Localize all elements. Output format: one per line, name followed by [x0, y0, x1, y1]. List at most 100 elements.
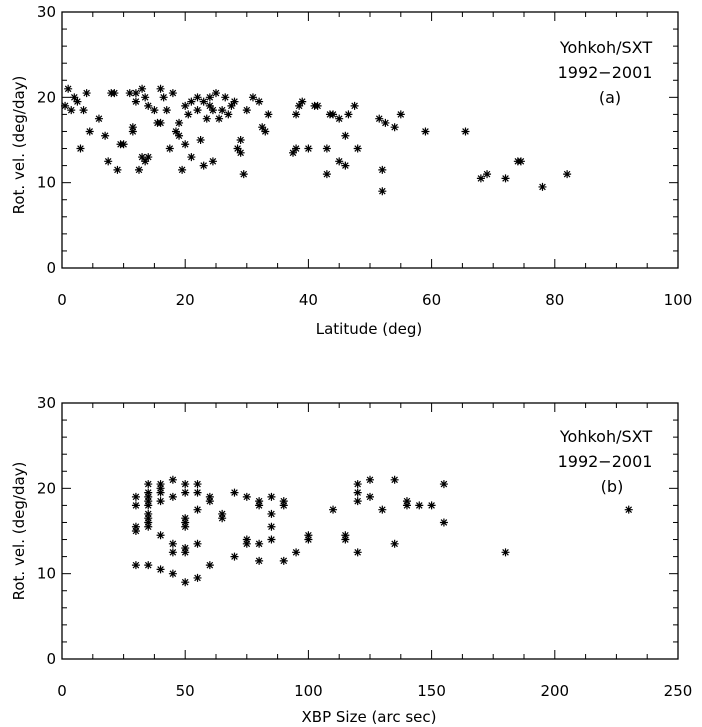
- data-point: [624, 505, 633, 514]
- data-point: [538, 182, 547, 191]
- data-point: [181, 578, 190, 587]
- data-point: [230, 552, 239, 561]
- data-point: [168, 569, 177, 578]
- data-point: [181, 101, 190, 110]
- data-point: [181, 518, 190, 527]
- panel-b-annotation-1: Yohkoh/SXT: [559, 427, 652, 446]
- data-point: [239, 170, 248, 179]
- y-tick-label: 30: [37, 394, 56, 412]
- panel-b-annotation-2: 1992−2001: [558, 452, 653, 471]
- data-point: [501, 548, 510, 557]
- y-tick-label: 0: [46, 259, 56, 277]
- data-point: [421, 127, 430, 136]
- data-point: [156, 480, 165, 489]
- data-point: [378, 187, 387, 196]
- data-point: [267, 492, 276, 501]
- data-point: [193, 573, 202, 582]
- data-point: [255, 97, 264, 106]
- x-tick-label: 150: [417, 682, 446, 700]
- data-point: [187, 97, 196, 106]
- data-point: [224, 110, 233, 119]
- data-point: [205, 561, 214, 570]
- data-point: [353, 497, 362, 506]
- data-point: [85, 127, 94, 136]
- data-point: [264, 110, 273, 119]
- data-point: [144, 561, 153, 570]
- data-point: [171, 127, 180, 136]
- x-tick-label: 40: [299, 291, 318, 309]
- data-point: [439, 480, 448, 489]
- data-point: [76, 144, 85, 153]
- panel-b: Rot. vel. (deg/day) XBP Size (arc sec) Y…: [10, 394, 692, 726]
- data-point: [82, 89, 91, 98]
- panel-b-annotation-3: (b): [601, 477, 624, 496]
- x-tick-label: 100: [664, 291, 693, 309]
- data-point: [402, 501, 411, 510]
- data-point: [350, 101, 359, 110]
- data-point: [335, 114, 344, 123]
- data-point: [181, 514, 190, 523]
- data-point: [144, 153, 153, 162]
- data-point: [135, 165, 143, 174]
- panel-a-annotation-1: Yohkoh/SXT: [559, 38, 652, 57]
- data-point: [208, 157, 217, 166]
- data-point: [261, 127, 270, 136]
- data-point: [138, 84, 147, 93]
- data-point: [375, 114, 384, 123]
- data-point: [159, 93, 168, 102]
- data-point: [168, 539, 177, 548]
- data-point: [267, 509, 276, 518]
- data-point: [242, 492, 251, 501]
- data-point: [128, 123, 137, 132]
- data-point: [236, 148, 245, 157]
- data-point: [242, 535, 251, 544]
- data-point: [396, 110, 405, 119]
- data-point: [248, 93, 257, 102]
- data-point: [196, 136, 205, 144]
- data-point: [353, 480, 362, 489]
- data-point: [335, 157, 344, 166]
- data-point: [125, 89, 134, 98]
- data-point: [295, 101, 304, 110]
- data-point: [366, 492, 374, 501]
- data-point: [353, 548, 362, 557]
- data-point: [298, 97, 307, 106]
- data-point: [341, 531, 350, 540]
- data-point: [304, 531, 313, 540]
- data-point: [329, 110, 338, 119]
- data-point: [227, 101, 236, 110]
- data-point: [255, 539, 264, 548]
- data-point: [304, 144, 313, 153]
- data-point: [193, 488, 202, 497]
- data-point: [144, 522, 153, 531]
- data-point: [279, 556, 288, 565]
- data-point: [181, 480, 190, 489]
- data-point: [168, 89, 177, 98]
- y-tick-label: 0: [46, 650, 56, 668]
- data-point: [289, 148, 297, 157]
- data-point: [144, 501, 153, 510]
- data-point: [131, 97, 140, 106]
- data-point: [427, 501, 436, 510]
- data-point: [255, 556, 264, 565]
- data-point: [378, 505, 387, 514]
- data-point: [267, 535, 276, 544]
- data-point: [292, 144, 301, 153]
- data-point: [113, 165, 122, 174]
- data-point: [205, 497, 214, 506]
- data-point: [292, 110, 301, 119]
- data-point: [193, 480, 202, 489]
- data-point: [402, 497, 411, 506]
- data-point: [104, 157, 113, 166]
- data-point: [156, 565, 165, 574]
- data-point: [70, 93, 79, 102]
- data-point: [258, 123, 267, 132]
- data-point: [156, 84, 165, 93]
- x-tick-label: 200: [540, 682, 569, 700]
- data-point: [322, 144, 331, 153]
- data-point: [279, 497, 288, 506]
- data-point: [101, 131, 110, 140]
- panel-a-ylabel: Rot. vel. (deg/day): [10, 76, 28, 215]
- data-point: [501, 174, 510, 183]
- data-point: [175, 131, 184, 140]
